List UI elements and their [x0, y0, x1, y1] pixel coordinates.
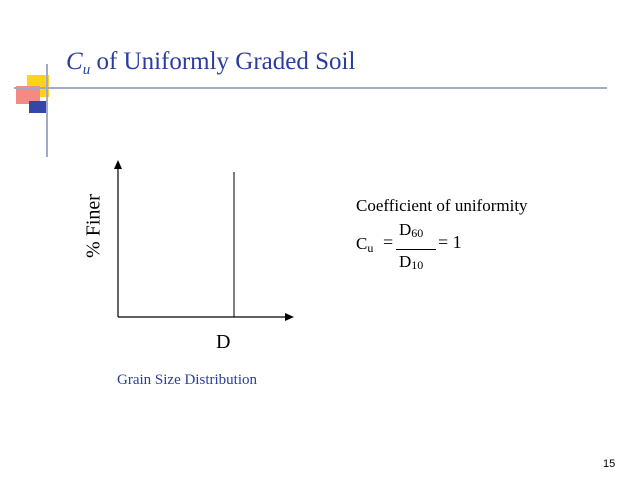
x-axis-label: D [216, 331, 231, 353]
y-axis-arrowhead [114, 160, 122, 169]
x-axis-arrowhead [285, 313, 294, 321]
uniformity-equation: Cu = D60 D10 = 1 [356, 220, 476, 282]
header-ornament [14, 64, 607, 157]
title-text: of Uniformly Graded Soil [90, 48, 356, 75]
equation-lhs: Cu [356, 234, 374, 255]
formula-heading: Coefficient of uniformity [356, 196, 528, 215]
plot-caption: Grain Size Distribution [117, 372, 257, 388]
equation-numerator: D60 [399, 220, 424, 240]
slide-title: Cu of Uniformly Graded Soil [66, 48, 355, 79]
fraction-bar [396, 249, 436, 250]
page-number: 15 [603, 458, 616, 470]
equation-denominator: D10 [399, 252, 424, 272]
equation-result: = 1 [438, 232, 462, 252]
equation-equals-sign: = [383, 232, 394, 252]
y-axis-label: % Finer [82, 194, 105, 258]
ornament-red-square [16, 86, 40, 104]
title-symbol: Cu [66, 48, 91, 78]
ornament-blue-square [29, 101, 46, 113]
